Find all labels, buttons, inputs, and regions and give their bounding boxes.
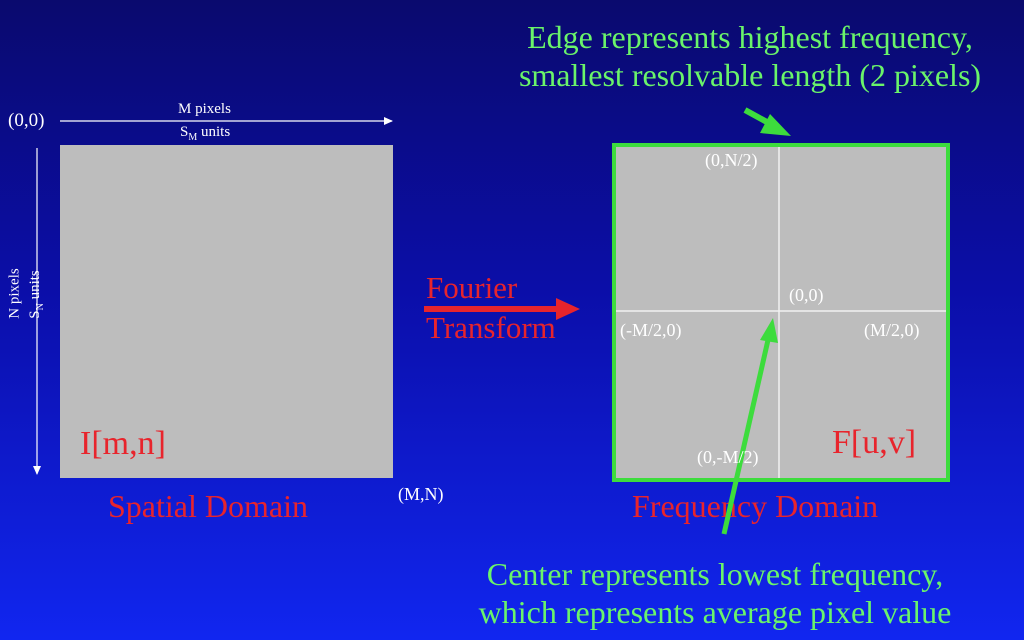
edge-note-line1: Edge represents highest frequency, bbox=[527, 19, 973, 55]
center-note-line2: which represents average pixel value bbox=[478, 594, 952, 630]
edge-arrow-shaft bbox=[743, 107, 778, 130]
spatial-width-units-label: SM units bbox=[180, 124, 230, 143]
spatial-image-box bbox=[60, 145, 393, 478]
center-note: Center represents lowest frequency, whic… bbox=[425, 555, 1005, 631]
height-units-prefix: S bbox=[26, 310, 43, 319]
frequency-image-box bbox=[612, 143, 950, 482]
spatial-corner-label: (M,N) bbox=[398, 484, 444, 504]
spatial-height-units-label: SN units bbox=[27, 270, 46, 319]
spatial-origin-label: (0,0) bbox=[8, 110, 45, 131]
edge-note-line2: smallest resolvable length (2 pixels) bbox=[518, 57, 982, 93]
spatial-height-pixels-label: N pixels bbox=[6, 268, 23, 319]
fourier-transform-label: Fourier Transform bbox=[426, 268, 556, 348]
spatial-width-pixels-label: M pixels bbox=[178, 101, 231, 117]
frequency-image-label: F[u,v] bbox=[832, 424, 917, 461]
frequency-domain-label: Frequency Domain bbox=[632, 488, 879, 524]
frequency-top-label: (0,N/2) bbox=[705, 150, 758, 170]
edge-note: Edge represents highest frequency, small… bbox=[470, 18, 1024, 94]
frequency-right-label: (M/2,0) bbox=[864, 320, 920, 340]
fourier-label-line1: Fourier bbox=[426, 270, 518, 305]
frequency-left-label: (-M/2,0) bbox=[620, 320, 682, 340]
fourier-arrow-head bbox=[556, 298, 580, 320]
spatial-image-label: I[m,n] bbox=[80, 425, 166, 462]
width-units-prefix: S bbox=[180, 124, 189, 140]
fourier-label-line2: Transform bbox=[426, 310, 556, 345]
center-note-line1: Center represents lowest frequency, bbox=[486, 556, 944, 592]
frequency-center-label: (0,0) bbox=[789, 285, 824, 305]
width-units-sub: M bbox=[188, 132, 198, 143]
height-units-sub: N bbox=[34, 303, 46, 311]
edge-arrow-head bbox=[760, 114, 791, 136]
height-units-suffix: units bbox=[26, 270, 43, 304]
frequency-bottom-label: (0,-M/2) bbox=[697, 447, 759, 467]
spatial-domain-label: Spatial Domain bbox=[108, 488, 308, 524]
width-units-suffix: units bbox=[197, 124, 231, 140]
